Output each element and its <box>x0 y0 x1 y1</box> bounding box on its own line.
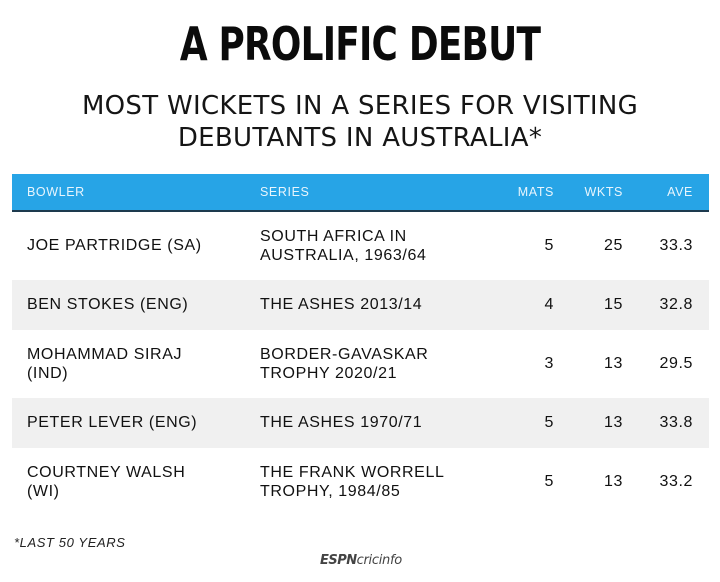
chart-title: A PROLIFIC DEBUT <box>179 17 541 71</box>
wkts-cell: 25 <box>604 237 623 254</box>
header-mats: MATS <box>517 185 554 199</box>
bowler-cell: PETER LEVER (ENG) <box>27 414 197 432</box>
bowler-cell: MOHAMMAD SIRAJ (IND) <box>27 345 182 383</box>
series-cell-line: SOUTH AFRICA IN <box>260 228 407 245</box>
series-cell-line: AUSTRALIA, 1963/64 <box>260 247 427 264</box>
table-row: COURTNEY WALSH (WI) THE FRANK WORRELL TROPH… <box>12 448 709 516</box>
footnote: *LAST 50 YEARS <box>14 535 126 550</box>
ave-cell: 29.5 <box>659 355 693 372</box>
ave-cell: 33.3 <box>659 237 693 254</box>
ave-cell: 33.8 <box>659 414 693 431</box>
mats-cell: 5 <box>544 237 554 254</box>
series-cell-line: TROPHY, 1984/85 <box>260 483 401 500</box>
series-cell: THE ASHES 2013/14 <box>260 296 422 314</box>
table-body: JOE PARTRIDGE (SA) SOUTH AFRICA IN AUSTRAL… <box>12 212 709 516</box>
wkts-cell: 13 <box>604 414 623 431</box>
ave-cell: 32.8 <box>659 296 693 313</box>
table-row: PETER LEVER (ENG) THE ASHES 1970/71 5 13 33.… <box>12 398 709 448</box>
series-cell: THE FRANK WORRELL TROPHY, 1984/85 <box>260 463 444 501</box>
series-cell: BORDER-GAVASKAR TROPHY 2020/21 <box>260 345 428 383</box>
series-cell-line: THE FRANK WORRELL <box>260 464 445 481</box>
series-cell: THE ASHES 1970/71 <box>260 414 422 432</box>
header-ave: AVE <box>667 185 693 199</box>
wkts-cell: 13 <box>604 473 623 490</box>
bowler-cell: BEN STOKES (ENG) <box>27 296 188 314</box>
mats-cell: 4 <box>544 296 554 313</box>
series-cell-line: THE ASHES 1970/71 <box>260 414 423 431</box>
bowler-cell: COURTNEY WALSH (WI) <box>27 463 185 501</box>
bowler-cell-line: JOE PARTRIDGE (SA) <box>27 237 202 254</box>
wkts-cell: 15 <box>604 296 623 313</box>
mats-cell: 5 <box>544 473 554 490</box>
header-bowler: BOWLER <box>27 185 85 199</box>
table-header: BOWLER SERIES MATS WKTS AVE <box>12 174 709 212</box>
bowler-cell-line: (IND) <box>27 365 69 382</box>
header-wkts: WKTS <box>584 185 623 199</box>
espncricinfo-logo: ESPNcricinfo <box>320 553 402 568</box>
bowler-cell-line: MOHAMMAD SIRAJ <box>27 346 183 363</box>
table-row: JOE PARTRIDGE (SA) SOUTH AFRICA IN AUSTRAL… <box>12 212 709 280</box>
stats-table: BOWLER SERIES MATS WKTS AVE JOE PARTRIDG… <box>12 174 709 516</box>
chart-subtitle: MOST WICKETS IN A SERIES FOR VISITING DE… <box>81 91 639 153</box>
series-cell: SOUTH AFRICA IN AUSTRALIA, 1963/64 <box>260 227 426 265</box>
header-series: SERIES <box>260 185 310 199</box>
series-cell-line: BORDER-GAVASKAR <box>260 346 429 363</box>
series-cell-line: TROPHY 2020/21 <box>260 365 398 382</box>
bowler-cell-line: PETER LEVER (ENG) <box>27 414 198 431</box>
table-row: MOHAMMAD SIRAJ (IND) BORDER-GAVASKAR TROPHY… <box>12 330 709 398</box>
bowler-cell-line: (WI) <box>27 483 60 500</box>
mats-cell: 5 <box>544 414 554 431</box>
table-row: BEN STOKES (ENG) THE ASHES 2013/14 4 15 32.8 <box>12 280 709 330</box>
mats-cell: 3 <box>544 355 554 372</box>
ave-cell: 33.2 <box>659 473 693 490</box>
series-cell-line: THE ASHES 2013/14 <box>260 296 423 313</box>
bowler-cell: JOE PARTRIDGE (SA) <box>27 237 202 255</box>
bowler-cell-line: BEN STOKES (ENG) <box>27 296 189 313</box>
bowler-cell-line: COURTNEY WALSH <box>27 464 186 481</box>
wkts-cell: 13 <box>604 355 623 372</box>
